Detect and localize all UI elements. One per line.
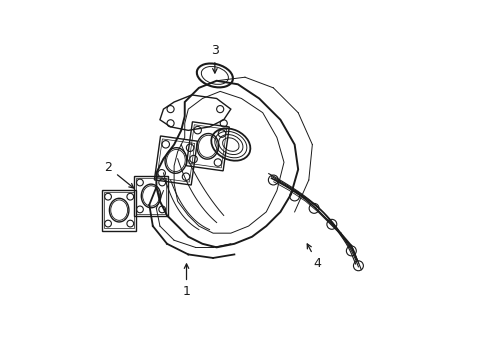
Text: 4: 4	[307, 244, 321, 270]
Text: 3: 3	[211, 44, 219, 73]
Text: 1: 1	[183, 264, 191, 298]
Text: 2: 2	[104, 161, 134, 188]
